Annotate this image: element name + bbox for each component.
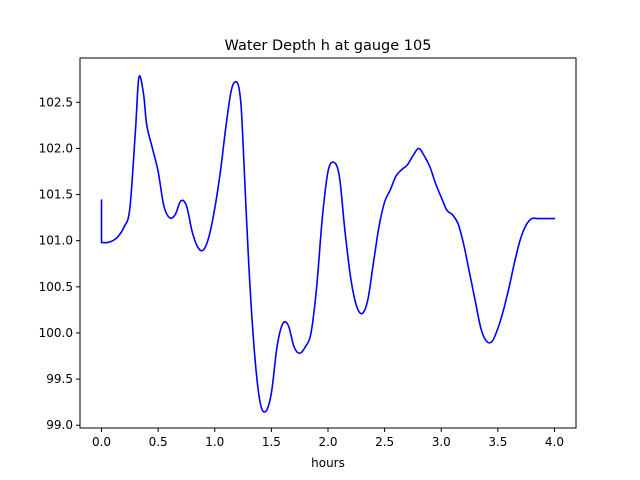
x-tick-label: 4.0 — [545, 435, 564, 449]
chart-title: Water Depth h at gauge 105 — [225, 38, 432, 54]
x-tick-label: 2.0 — [318, 435, 337, 449]
x-tick-label: 0.5 — [149, 435, 168, 449]
series-line — [100, 75, 556, 413]
y-axis: 99.0 99.5 100.0 100.5 101.0 101.5 102.0 102.5 — [39, 95, 80, 432]
x-axis-label: hours — [311, 456, 345, 470]
x-tick-label: 2.5 — [375, 435, 394, 449]
y-tick-label: 100.0 — [39, 326, 73, 340]
x-tick-label: 0.0 — [92, 435, 111, 449]
plot-area: 0.0 0.5 1.0 1.5 2.0 2.5 3.0 3.5 4.0 99.0 99.5 100.… — [39, 57, 577, 449]
y-tick-label: 102.5 — [39, 95, 73, 109]
y-tick-label: 99.0 — [46, 418, 73, 432]
y-tick-label: 101.0 — [39, 234, 73, 248]
y-tick-label: 102.0 — [39, 141, 73, 155]
x-tick-label: 1.5 — [262, 435, 281, 449]
x-tick-label: 3.5 — [488, 435, 507, 449]
x-axis: 0.0 0.5 1.0 1.5 2.0 2.5 3.0 3.5 4.0 — [92, 428, 564, 449]
y-tick-label: 101.5 — [39, 188, 73, 202]
y-tick-label: 100.5 — [39, 280, 73, 294]
x-tick-label: 1.0 — [205, 435, 224, 449]
y-tick-label: 99.5 — [46, 372, 73, 386]
x-tick-label: 3.0 — [432, 435, 451, 449]
